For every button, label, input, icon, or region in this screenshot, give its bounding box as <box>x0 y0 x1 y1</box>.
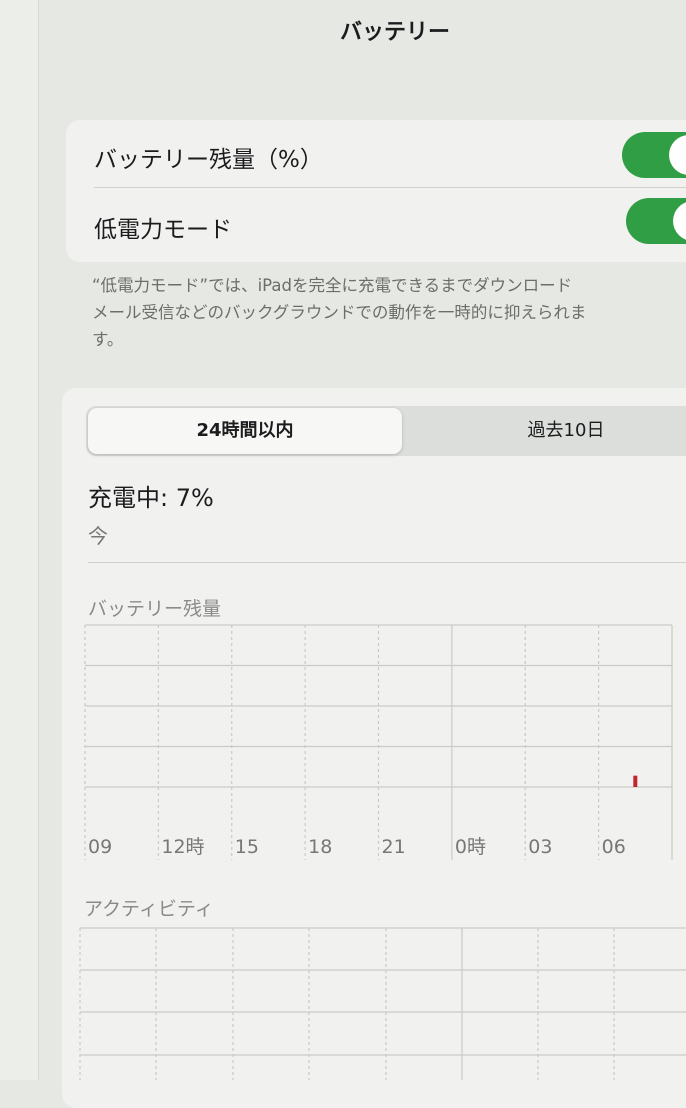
bar <box>633 775 638 787</box>
segmented-control: 24時間以内 過去10日 <box>86 406 686 456</box>
footnote: “低電力モード”では、iPadを完全に充電できるまでダウンロード <box>92 276 573 295</box>
x-tick-label: 0時 <box>455 836 486 858</box>
footnote: メール受信などのバックグラウンドでの動作を一時的に抑えられま <box>92 303 587 322</box>
toggle-knob <box>673 201 686 241</box>
tab[interactable]: 過去10日 <box>527 420 605 441</box>
setting-label: バッテリー残量（%） <box>94 147 323 173</box>
sidebar <box>0 0 39 1080</box>
x-tick-label: 09 <box>88 836 112 858</box>
activity-chart <box>79 927 686 1080</box>
footnote: す。 <box>92 330 124 349</box>
usage-card <box>62 388 686 1108</box>
toggle-knob <box>669 135 686 175</box>
status-time: 今 <box>88 524 108 548</box>
toggle[interactable] <box>622 132 686 178</box>
x-tick-label: 06 <box>602 836 626 858</box>
x-tick-label: 21 <box>382 836 406 858</box>
setting-label: 低電力モード <box>94 217 232 243</box>
tab[interactable]: 24時間以内 <box>88 408 402 454</box>
page-title: バッテリー <box>339 20 450 45</box>
chart-title: バッテリー残量 <box>88 598 222 620</box>
chart-title: アクティビティ <box>84 898 214 920</box>
x-tick-label: 03 <box>528 836 552 858</box>
separator <box>94 187 686 188</box>
x-tick-label: 18 <box>308 836 332 858</box>
toggle[interactable] <box>626 198 686 244</box>
battery-chart: 09 12時 15 18 21 0時 03 06 <box>84 624 673 860</box>
separator <box>88 562 686 563</box>
settings-card <box>66 120 686 262</box>
x-tick-label: 12時 <box>161 836 204 858</box>
charge-status: 充電中: 7% <box>88 484 214 512</box>
x-tick-label: 15 <box>235 836 259 858</box>
